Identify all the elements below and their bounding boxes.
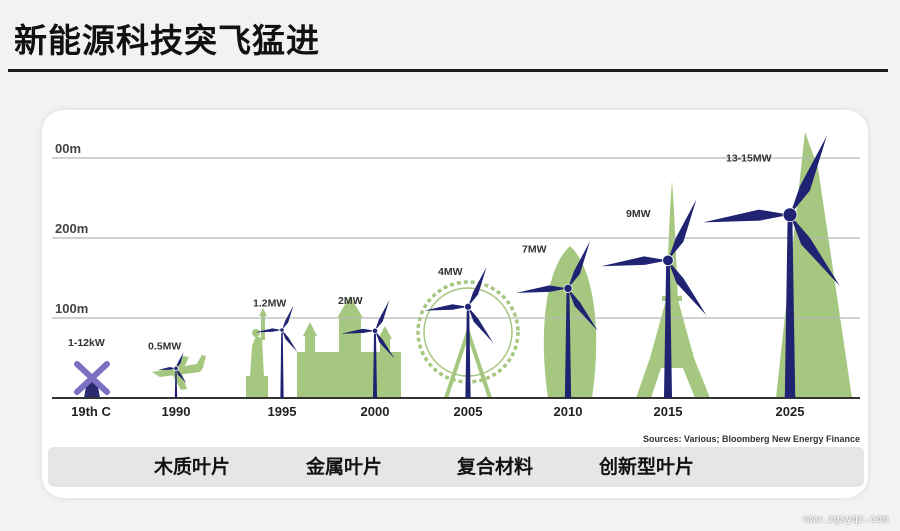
power-label: 2MW [338, 295, 363, 307]
y-tick-label: 200m [55, 221, 88, 236]
power-label: 9MW [626, 208, 651, 220]
page-title: 新能源科技突飞猛进 [14, 21, 320, 60]
turbine-blade [282, 305, 294, 330]
turbine-hub [464, 302, 472, 311]
turbine-blade [341, 328, 375, 334]
source-note: Sources: Various; Bloomberg New Energy F… [643, 434, 860, 444]
blade-type-metal: 金属叶片 [306, 456, 383, 478]
turbine-tower [663, 260, 673, 398]
power-label: 4MW [438, 266, 463, 278]
turbine-blade [601, 256, 668, 267]
landmarks-layer [74, 132, 852, 399]
turbine-blade [375, 330, 395, 359]
landmark-gherkin [543, 246, 597, 398]
turbine-blade [790, 135, 827, 215]
x-tick-label: 2010 [554, 404, 583, 419]
turbine-blade [668, 199, 697, 261]
watermark: www.zgsyqz.com [803, 514, 888, 525]
power-label: 0.5MW [148, 340, 181, 352]
turbine-blade [668, 260, 707, 316]
title-divider [8, 69, 888, 72]
landmark-shard [776, 132, 852, 398]
blade-type-innovative: 创新型叶片 [599, 456, 695, 478]
blade-type-band [48, 447, 864, 487]
turbine-mark [601, 199, 707, 398]
turbine-blade [255, 328, 282, 333]
turbine-tower [372, 330, 378, 398]
landmark-windmill [74, 361, 110, 398]
turbine-blade [468, 266, 487, 307]
turbine-mark [703, 135, 840, 398]
x-tick-label: 2000 [361, 404, 390, 419]
turbine-hub [563, 283, 573, 293]
turbine-hub [173, 365, 179, 371]
power-label: 7MW [522, 243, 547, 255]
turbine-blade [158, 366, 176, 370]
x-tick-label: 2015 [654, 404, 683, 419]
turbine-tower [465, 306, 471, 398]
landmark-statue-of-liberty [246, 308, 268, 398]
turbine-mark [424, 266, 494, 398]
y-tick-label: 00m [55, 141, 81, 156]
turbine-blade [790, 214, 840, 287]
x-tick-label: 2025 [776, 404, 805, 419]
turbine-blade [424, 304, 468, 311]
turbine-tower [280, 330, 284, 398]
turbine-tower [564, 288, 572, 398]
power-label: 1-12kW [68, 337, 105, 349]
turbine-blade [468, 306, 494, 343]
x-tick-label: 2005 [454, 404, 483, 419]
x-tick-label: 1995 [268, 404, 297, 419]
turbine-blade [703, 209, 790, 223]
power-label: 13-15MW [726, 152, 772, 164]
turbine-hub [782, 207, 798, 223]
turbine-blade [568, 288, 598, 331]
turbine-blade [516, 285, 568, 293]
turbine-tower [174, 368, 178, 398]
turbines-layer [158, 135, 840, 398]
blade-type-wood: 木质叶片 [154, 456, 231, 478]
turbine-blade [176, 352, 184, 369]
blade-type-composite: 复合材料 [457, 456, 534, 478]
turbine-blade [375, 299, 390, 331]
turbine-hub [279, 327, 285, 333]
turbine-hub [371, 327, 379, 334]
grid-layer [52, 157, 860, 399]
turbine-hub [662, 254, 674, 267]
turbine-mark [255, 305, 298, 398]
turbine-mark [516, 241, 598, 398]
turbine-blade [282, 330, 298, 353]
chart-panel [42, 110, 868, 498]
x-tick-label: 19th C [71, 404, 111, 419]
x-tick-label: 1990 [162, 404, 191, 419]
labels-layer: 100m 200m 00m 1-12kW 19th C 0.5MW 1990 1.2MW 199… [55, 141, 804, 419]
turbine-mark [341, 299, 395, 398]
turbine-mark [158, 352, 187, 398]
turbine-blade [176, 368, 187, 384]
power-label: 1.2MW [253, 298, 286, 310]
y-tick-label: 100m [55, 301, 88, 316]
turbine-tower [784, 214, 796, 398]
turbine-blade [568, 241, 590, 289]
landmark-eiffel-tower [636, 180, 710, 398]
